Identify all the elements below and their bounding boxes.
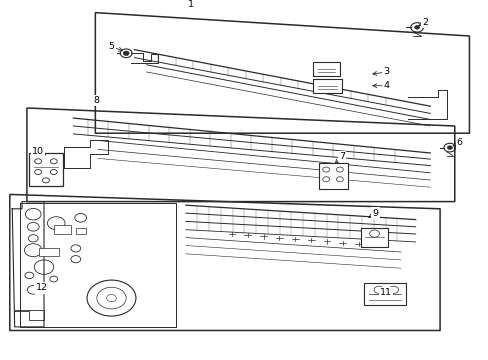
Text: 3: 3 [383,68,388,77]
FancyBboxPatch shape [312,79,342,93]
FancyBboxPatch shape [364,283,405,305]
Text: 5: 5 [108,42,114,51]
Circle shape [410,23,423,32]
FancyBboxPatch shape [54,225,71,234]
FancyBboxPatch shape [39,248,59,256]
Text: 2: 2 [422,18,427,27]
FancyBboxPatch shape [29,153,62,186]
Text: 7: 7 [339,152,345,161]
Text: 8: 8 [94,96,100,105]
FancyBboxPatch shape [312,62,339,76]
FancyBboxPatch shape [360,228,387,247]
Circle shape [443,143,455,152]
Text: 6: 6 [456,139,462,148]
Text: 12: 12 [36,284,47,292]
Circle shape [414,26,419,29]
FancyBboxPatch shape [76,228,85,234]
Text: 10: 10 [32,147,44,156]
Text: 4: 4 [383,81,388,90]
Text: 1: 1 [187,0,193,9]
FancyBboxPatch shape [318,163,347,189]
Text: 11: 11 [380,288,391,297]
Text: 9: 9 [372,209,378,217]
Circle shape [120,49,132,58]
Circle shape [447,146,451,149]
Circle shape [123,51,129,55]
